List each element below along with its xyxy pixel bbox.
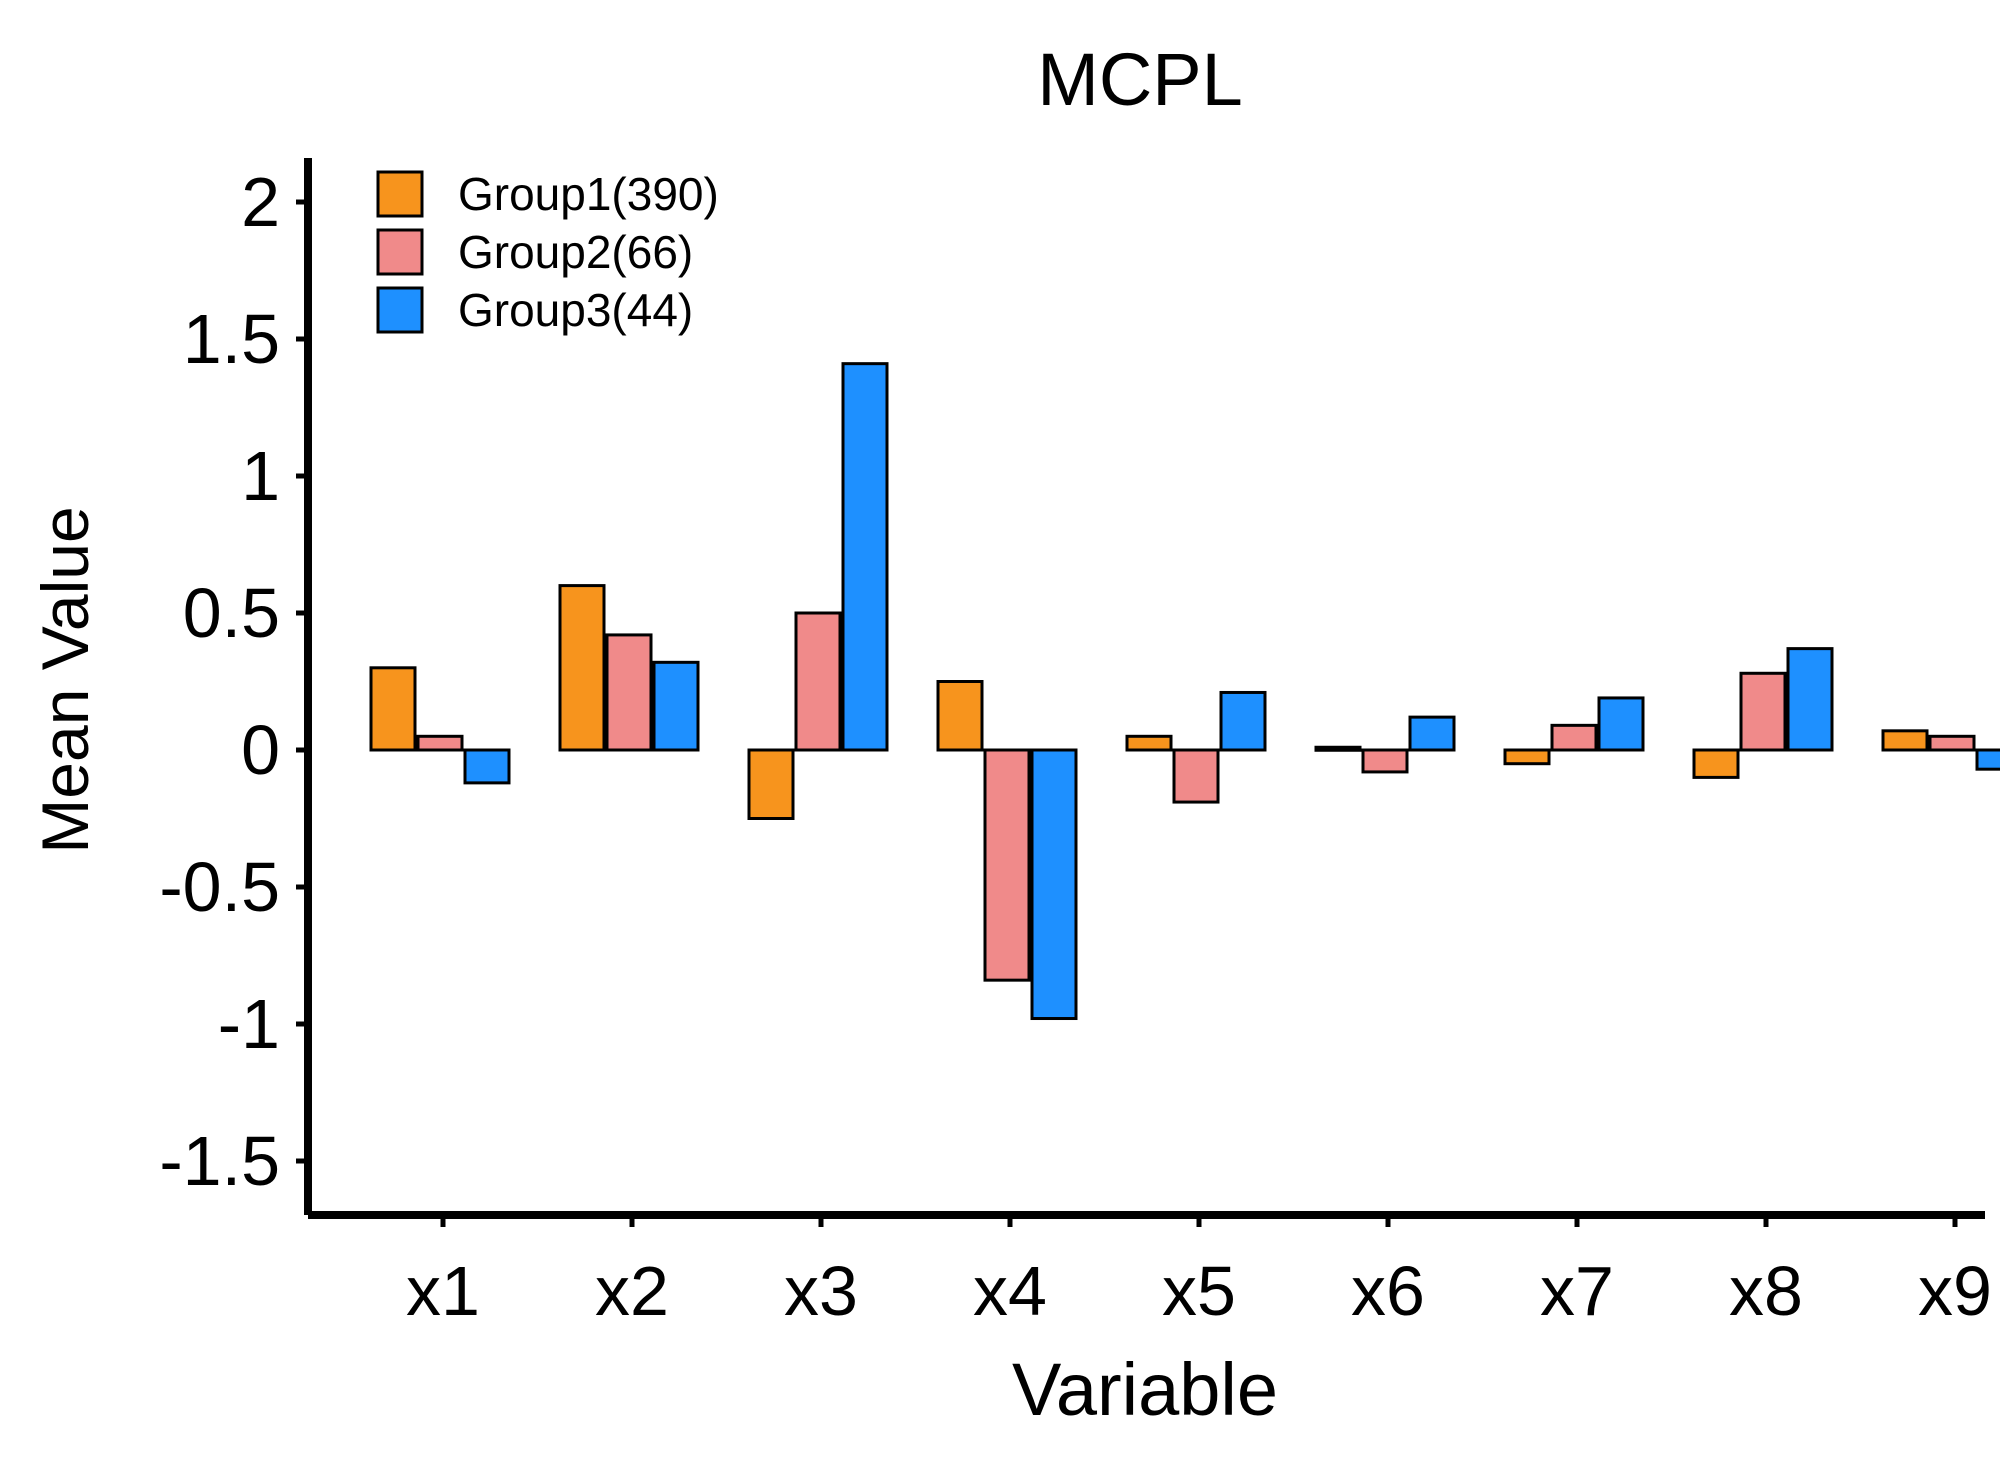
x-tick-label: x5 [1162, 1252, 1236, 1330]
y-tick-label: 1 [241, 437, 280, 515]
bar-x1-series-2 [416, 734, 464, 752]
bar-x7-series-1 [1503, 748, 1551, 766]
bar-x6-series-3 [1408, 715, 1456, 752]
x-axis-label: Variable [1012, 1348, 1278, 1431]
legend-label-series-2: Group2(66) [458, 226, 693, 278]
bar-x6-series-1 [1314, 745, 1362, 752]
bar-x3-series-1 [747, 748, 795, 820]
bar-x1-series-1 [369, 666, 417, 752]
y-tick-label: -1.5 [159, 1122, 280, 1200]
legend: Group1(390) Group2(66) Group3(44) [376, 168, 719, 336]
x-tick-label: x2 [595, 1252, 669, 1330]
y-tick-label: 1.5 [183, 300, 280, 378]
y-axis-label: Mean Value [28, 506, 102, 853]
y-ticks-group: -1.5 -1 -0.5 0 0.5 1 1.5 2 [159, 163, 308, 1200]
legend-label-series-3: Group3(44) [458, 284, 693, 336]
x-tick-label: x6 [1351, 1252, 1425, 1330]
legend-swatch-series-1 [376, 170, 424, 218]
bars-group [369, 362, 2000, 1021]
x-tick-label: x1 [406, 1252, 480, 1330]
chart-title: MCPL [1037, 38, 1243, 121]
bar-x1-series-3 [463, 748, 511, 785]
y-tick-label: 0 [241, 711, 280, 789]
bar-x5-series-1 [1125, 734, 1173, 752]
x-tick-label: x4 [973, 1252, 1047, 1330]
y-tick-label: 0.5 [183, 574, 280, 652]
x-tick-label: x7 [1540, 1252, 1614, 1330]
bar-x4-series-2 [983, 748, 1031, 982]
bar-x9-series-2 [1928, 734, 1976, 752]
x-tick-label: x9 [1918, 1252, 1992, 1330]
bar-x4-series-1 [936, 680, 984, 752]
y-tick-label: -0.5 [159, 848, 280, 926]
bar-x7-series-3 [1597, 696, 1645, 752]
bar-x8-series-1 [1692, 748, 1740, 779]
x-ticks-group: x1 x2 x3 x4 x5 x6 x7 x8 x9 [406, 1215, 1992, 1330]
bar-x3-series-3 [841, 362, 889, 752]
bar-x5-series-3 [1219, 690, 1267, 752]
y-tick-label: -1 [218, 985, 280, 1063]
bar-x7-series-2 [1550, 723, 1598, 752]
bar-x2-series-3 [652, 660, 700, 752]
bar-x3-series-2 [794, 611, 842, 752]
legend-swatch-series-3 [376, 286, 424, 334]
y-tick-label: 2 [241, 163, 280, 241]
legend-label-series-1: Group1(390) [458, 168, 719, 220]
bar-x5-series-2 [1172, 748, 1220, 804]
bar-x6-series-2 [1361, 748, 1409, 774]
x-tick-label: x3 [784, 1252, 858, 1330]
bar-x8-series-2 [1739, 671, 1787, 752]
bar-x9-series-3 [1975, 748, 2000, 771]
bar-x2-series-1 [558, 584, 606, 752]
bar-x4-series-3 [1030, 748, 1078, 1021]
bar-x8-series-3 [1786, 647, 1834, 752]
legend-swatch-series-2 [376, 228, 424, 276]
x-tick-label: x8 [1729, 1252, 1803, 1330]
bar-x2-series-2 [605, 633, 653, 752]
bar-x9-series-1 [1881, 729, 1929, 752]
